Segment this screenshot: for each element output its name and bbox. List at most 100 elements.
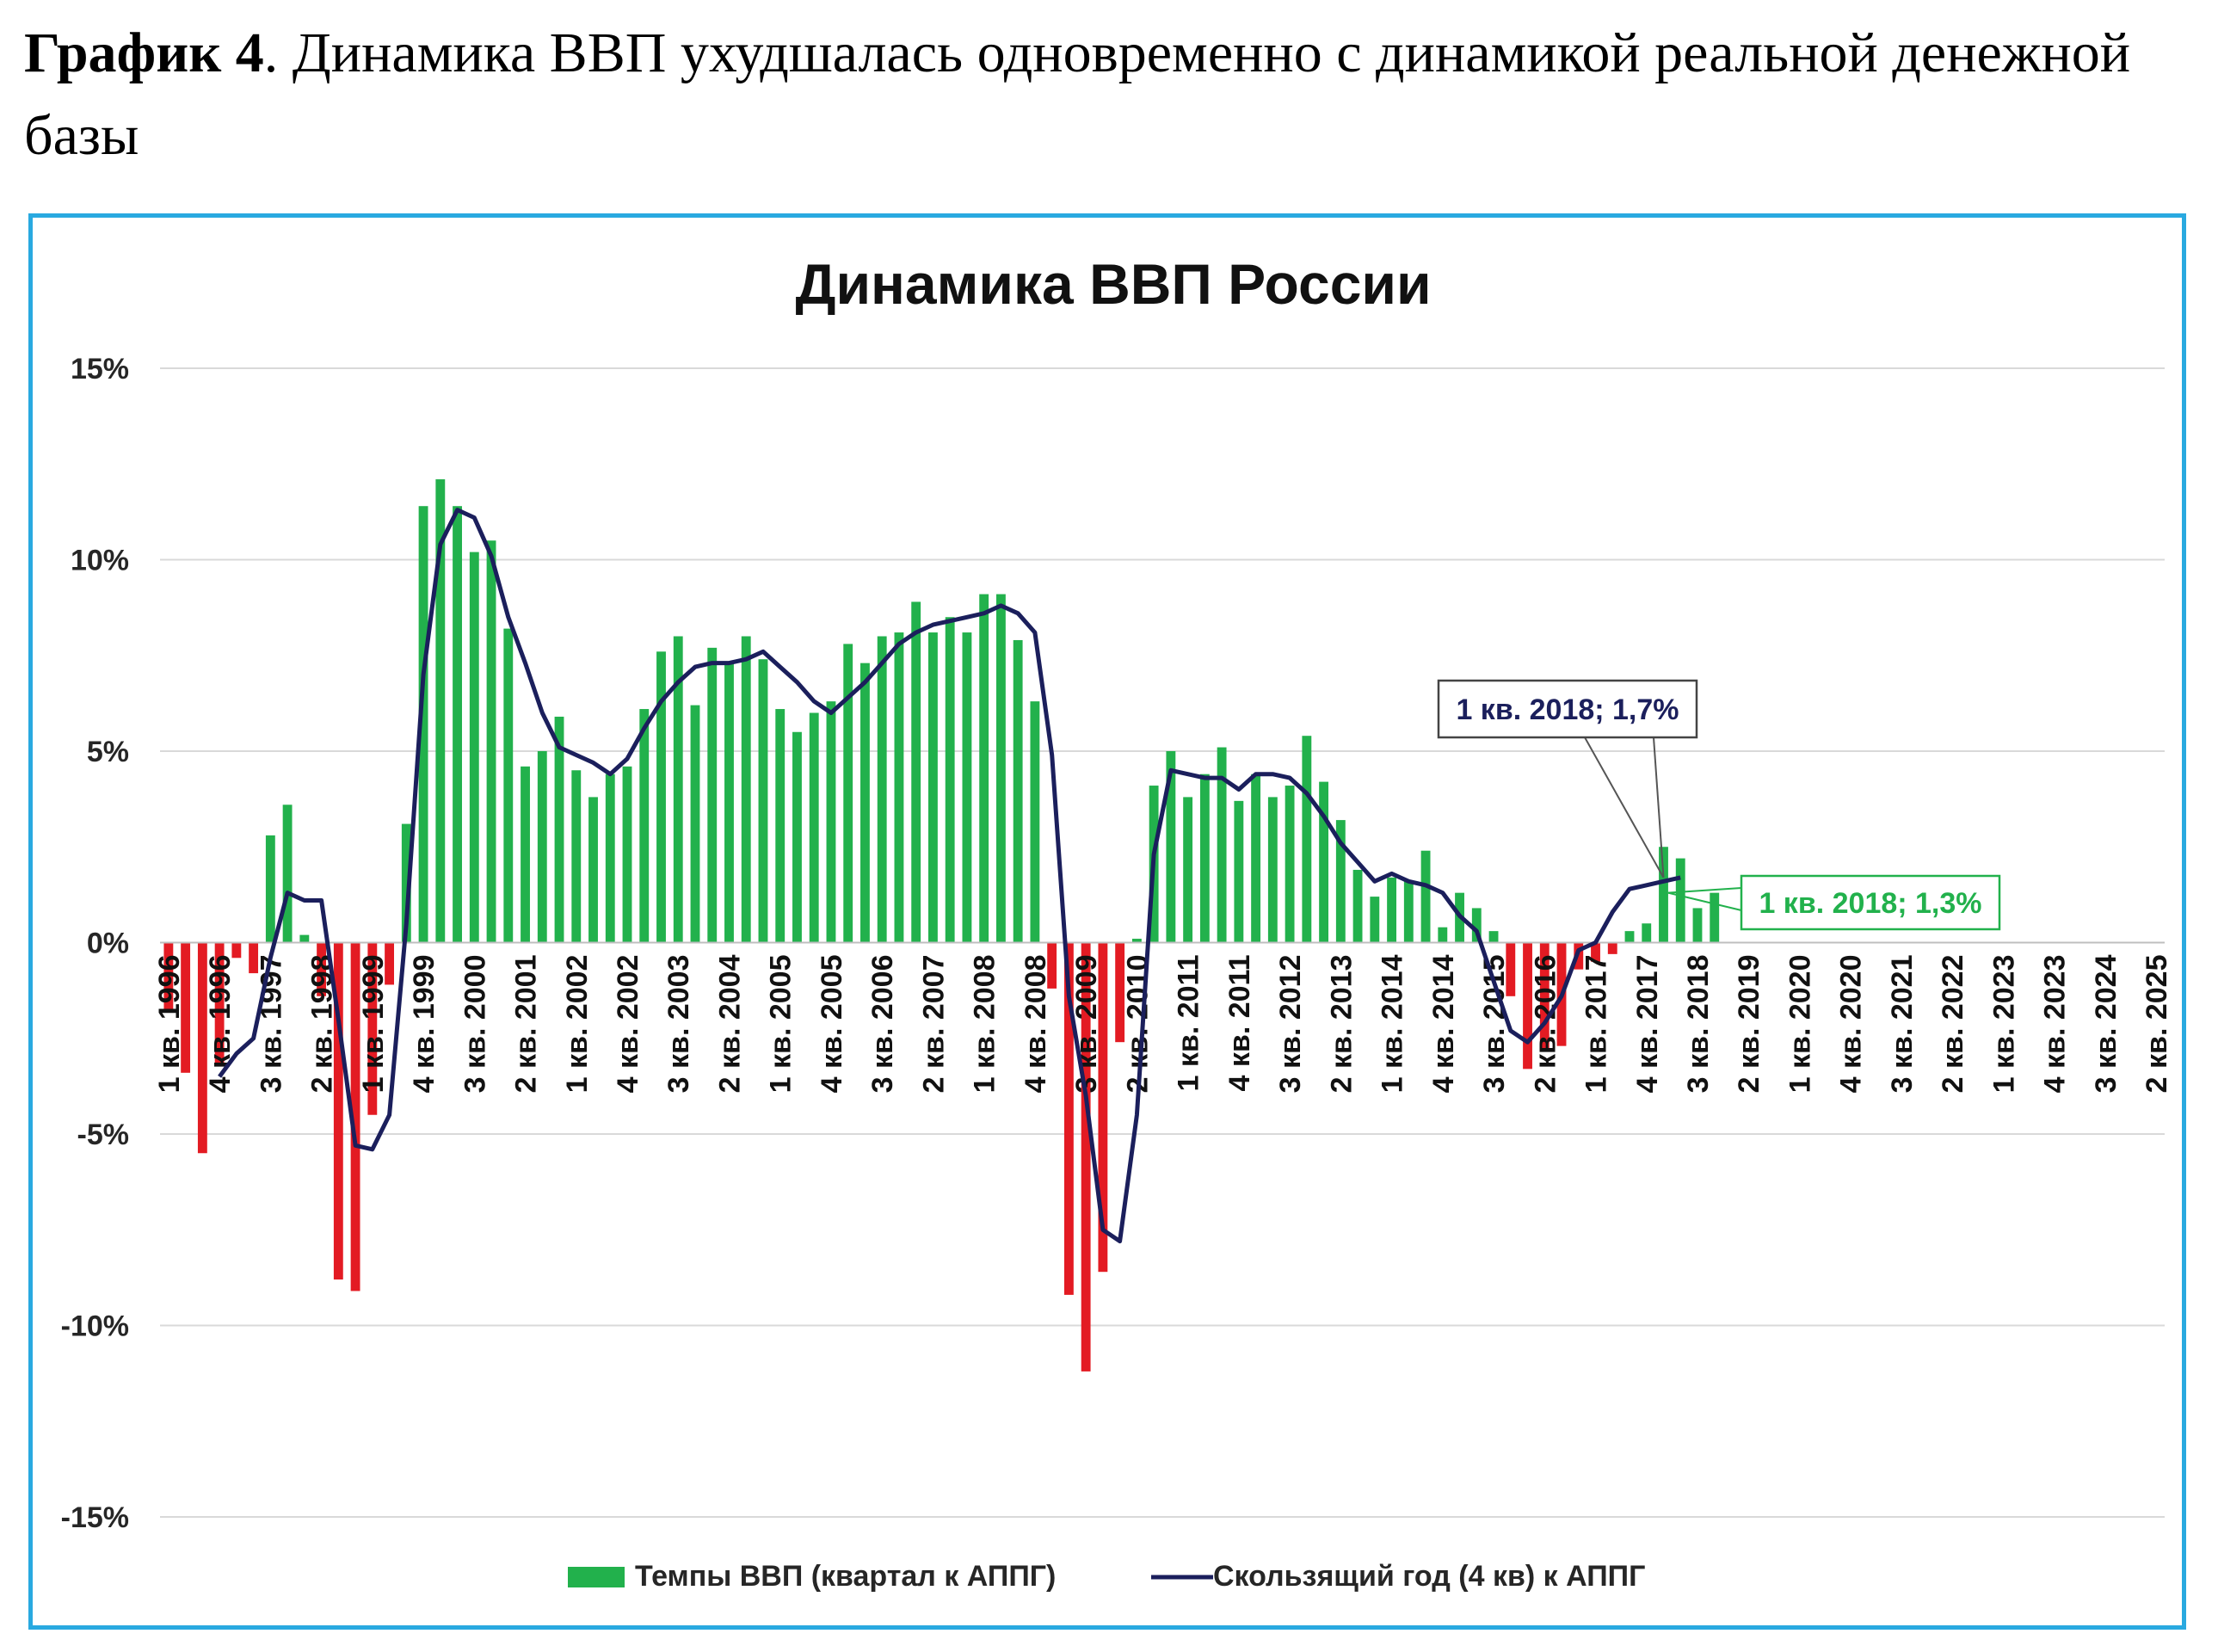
x-tick-label: 1 кв. 2014 bbox=[1377, 954, 1409, 1093]
gdp-bar bbox=[401, 823, 411, 943]
gdp-bar bbox=[809, 712, 819, 943]
gdp-bar bbox=[333, 942, 343, 1280]
y-tick-label: 0% bbox=[87, 928, 129, 960]
annotation-leader bbox=[1584, 737, 1665, 878]
gdp-bar bbox=[945, 617, 955, 943]
x-tick-label: 1 кв. 2017 bbox=[1580, 955, 1613, 1094]
gdp-bar bbox=[317, 942, 327, 996]
y-tick-label: 5% bbox=[87, 736, 129, 768]
x-tick-label: 3 кв. 2021 bbox=[1886, 955, 1919, 1094]
gdp-bar bbox=[282, 804, 293, 943]
gdp-bar bbox=[1081, 942, 1091, 1372]
x-tick-label: 3 кв. 1997 bbox=[255, 955, 287, 1094]
x-tick-label: 1 кв. 2023 bbox=[1987, 955, 2020, 1094]
gdp-bar bbox=[1234, 800, 1244, 943]
gdp-bar bbox=[1319, 781, 1329, 943]
gdp-bar bbox=[1352, 869, 1363, 943]
gdp-bar bbox=[385, 942, 394, 985]
gdp-bar bbox=[724, 663, 734, 943]
gdp-bar bbox=[249, 942, 259, 974]
gdp-bar bbox=[1115, 942, 1125, 1043]
gdp-bar bbox=[503, 628, 514, 943]
annotation-box bbox=[1437, 679, 1698, 739]
gdp-bar bbox=[1710, 892, 1720, 943]
x-tick-label: 2 кв. 2019 bbox=[1733, 955, 1765, 1094]
gdp-bar bbox=[554, 716, 564, 943]
chart-legend: Темпы ВВП (квартал к АППГ) Скользящий год… bbox=[568, 1560, 1645, 1593]
x-tick-label: 1 кв. 2008 bbox=[969, 955, 1001, 1094]
x-tick-label: 3 кв. 2006 bbox=[866, 955, 899, 1094]
x-tick-label: 2 кв. 2007 bbox=[917, 955, 950, 1094]
gdp-bar bbox=[605, 774, 615, 943]
gdp-bar bbox=[1199, 774, 1210, 943]
figure-caption: График 4. Динамика ВВП ухудшалась одновр… bbox=[24, 12, 2192, 177]
x-tick-label: 4 кв. 2014 bbox=[1427, 954, 1460, 1093]
gdp-bar bbox=[1217, 747, 1227, 943]
gdp-bar bbox=[656, 651, 666, 943]
gdp-bar bbox=[1166, 751, 1176, 943]
gdp-bar bbox=[1659, 847, 1668, 943]
gdp-bar bbox=[741, 636, 751, 943]
gdp-bar bbox=[979, 594, 989, 943]
gdp-bar bbox=[1387, 877, 1396, 943]
gdp-bar bbox=[418, 506, 428, 943]
gdp-bar bbox=[1624, 931, 1635, 943]
gdp-bar bbox=[181, 942, 191, 1073]
x-tick-label: 4 кв. 1999 bbox=[408, 955, 441, 1094]
x-tick-label: 3 кв. 2012 bbox=[1274, 955, 1307, 1094]
gdp-bar bbox=[928, 632, 938, 943]
gdp-bar bbox=[299, 934, 310, 943]
gdp-bar bbox=[1471, 908, 1482, 943]
x-tick-label: 3 кв. 2018 bbox=[1682, 955, 1715, 1094]
gdp-bar bbox=[1403, 881, 1414, 943]
gdp-bar bbox=[1370, 897, 1380, 943]
x-axis-labels: 1 кв. 1996 4 кв. 1996 3 кв. 1997 2 кв. 1998… bbox=[153, 954, 2173, 1093]
gdp-bar bbox=[1438, 927, 1448, 943]
gdp-bars bbox=[163, 479, 1720, 1372]
gdp-bar bbox=[214, 942, 225, 1065]
gdp-bar bbox=[231, 942, 242, 959]
x-tick-label: 3 кв. 2000 bbox=[459, 955, 491, 1094]
gdp-bar bbox=[758, 659, 768, 943]
x-tick-label: 1 кв. 2005 bbox=[765, 955, 798, 1094]
gdp-bar bbox=[911, 601, 921, 943]
legend-swatch-bars bbox=[568, 1567, 625, 1587]
x-tick-label: 4 кв. 2020 bbox=[1835, 955, 1868, 1094]
gdp-bar bbox=[622, 766, 632, 943]
annotation-leader bbox=[1667, 891, 1742, 911]
figure-label: График 4 bbox=[24, 22, 264, 84]
gdp-bar bbox=[707, 647, 718, 943]
x-tick-label: 4 кв. 1996 bbox=[204, 955, 237, 1094]
annotation-leader bbox=[1667, 887, 1742, 894]
x-tick-label: 1 кв. 2011 bbox=[1173, 955, 1205, 1092]
gdp-bar bbox=[775, 709, 786, 943]
x-tick-label: 3 кв. 2003 bbox=[662, 955, 695, 1094]
gdp-bar bbox=[962, 632, 972, 943]
legend-label-bars: Темпы ВВП (квартал к АППГ) bbox=[635, 1560, 1056, 1593]
x-tick-label: 2 кв. 2013 bbox=[1325, 955, 1358, 1094]
legend-label-line: Скользящий год (4 кв) к АППГ bbox=[1213, 1560, 1645, 1593]
x-tick-label: 3 кв. 2024 bbox=[2090, 954, 2123, 1093]
x-tick-label: 3 кв. 2015 bbox=[1478, 955, 1511, 1094]
gdp-bar bbox=[1098, 942, 1108, 1273]
gdp-bar bbox=[537, 751, 547, 943]
y-axis-labels: 15% 10% 5% 0% -5% -10% -15% bbox=[61, 353, 129, 1534]
gdp-bar bbox=[1030, 701, 1040, 943]
gdp-bar bbox=[521, 766, 530, 943]
x-tick-label: 1 кв. 2020 bbox=[1784, 955, 1816, 1094]
x-tick-label: 4 кв. 2008 bbox=[1020, 955, 1052, 1094]
chart-annotations: 1 кв. 2018; 1,7% 1 кв. 2018; 1,3% bbox=[1437, 679, 2001, 931]
x-tick-label: 2 кв. 2001 bbox=[510, 955, 543, 1094]
chart-title: Динамика ВВП России bbox=[795, 252, 1431, 316]
annotation-label: 1 кв. 2018; 1,3% bbox=[1759, 887, 1981, 920]
gdp-bar bbox=[1063, 942, 1074, 1295]
gdp-bar bbox=[792, 731, 802, 943]
x-tick-label: 1 кв. 2002 bbox=[561, 955, 594, 1094]
y-tick-label: 15% bbox=[71, 353, 129, 385]
gdp-bar bbox=[877, 636, 887, 943]
annotation-label: 1 кв. 2018; 1,7% bbox=[1456, 693, 1679, 726]
gdp-bar bbox=[1285, 786, 1295, 943]
x-tick-label: 2 кв. 2004 bbox=[713, 954, 746, 1093]
gdp-bar bbox=[1302, 736, 1312, 943]
gdp-chart: Динамика ВВП России 15% 10% 5% 0% -5% -10% -15… bbox=[61, 252, 2174, 1593]
